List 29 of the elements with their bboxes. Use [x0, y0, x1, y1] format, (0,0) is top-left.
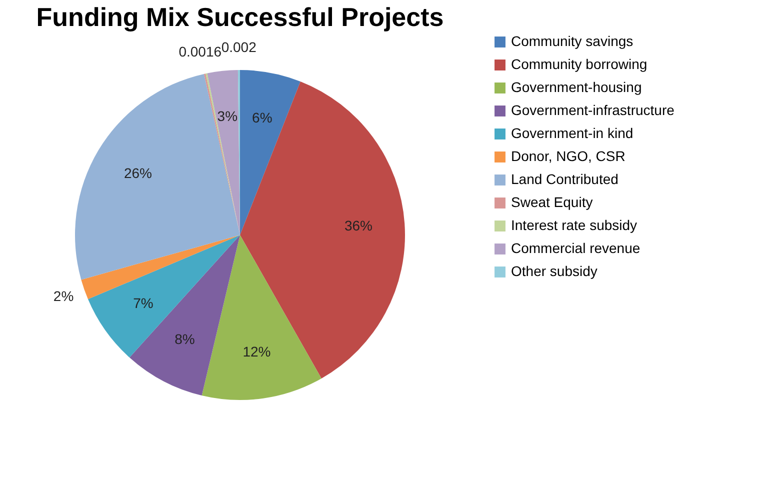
legend-label: Community savings: [511, 33, 634, 49]
data-label: 12%: [242, 344, 271, 360]
data-label: 3%: [217, 108, 238, 124]
legend-label: Land Contributed: [511, 171, 618, 187]
data-label: 36%: [344, 218, 373, 234]
pie-slice: [75, 74, 240, 280]
data-label: 7%: [133, 294, 154, 311]
pie-slice: [88, 235, 240, 358]
pie-slice: [240, 81, 405, 378]
legend-label: Community borrowing: [511, 56, 648, 72]
pie-slice: [129, 235, 240, 396]
data-label: 0.0016: [178, 43, 222, 60]
data-label: 8%: [174, 331, 195, 348]
pie-slice: [81, 235, 240, 300]
data-label: 26%: [124, 165, 152, 182]
legend-label: Government-housing: [511, 79, 642, 95]
data-label: 0.002: [221, 39, 257, 56]
data-label: 2%: [53, 288, 74, 304]
chart-title: Funding Mix Successful Projects: [36, 2, 444, 32]
data-label: 6%: [252, 109, 272, 126]
legend-label: Government-infrastructure: [511, 102, 675, 118]
legend-label: Sweat Equity: [511, 194, 593, 210]
legend-label: Other subsidy: [511, 263, 598, 279]
legend-label: Commercial revenue: [511, 240, 640, 256]
legend-label: Donor, NGO, CSR: [511, 148, 626, 164]
pie-slice: [240, 70, 300, 235]
legend-label: Interest rate subsidy: [511, 217, 638, 233]
pie-slice: [202, 235, 322, 400]
legend-label: Government-in kind: [511, 125, 634, 141]
